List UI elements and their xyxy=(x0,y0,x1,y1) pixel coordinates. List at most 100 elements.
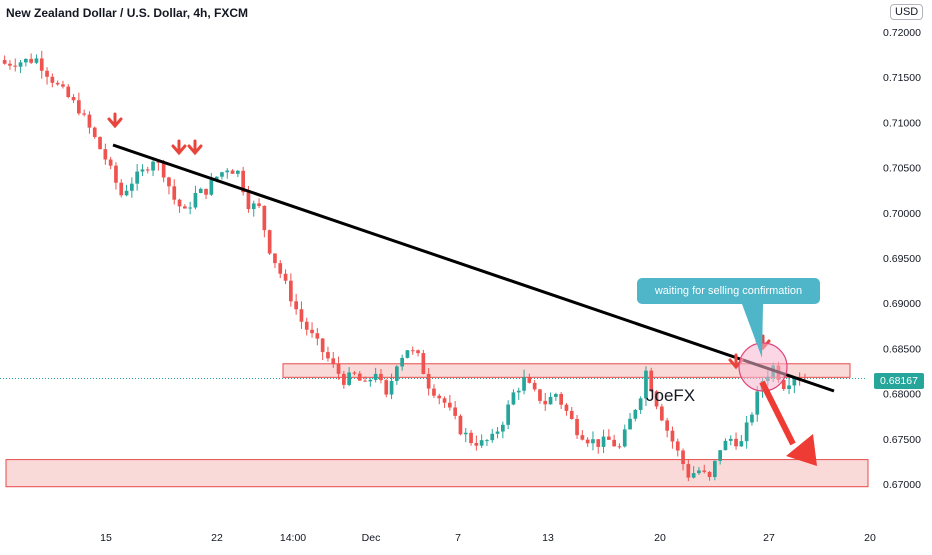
y-tick-label: 0.70000 xyxy=(883,208,921,220)
projection-arrow-shaft xyxy=(759,380,796,446)
y-tick-label: 0.68500 xyxy=(883,343,921,355)
candle-body xyxy=(442,398,447,403)
x-tick-label: 20 xyxy=(864,532,876,544)
candle-body xyxy=(320,338,325,353)
x-tick-label: 22 xyxy=(211,532,223,544)
candle-body xyxy=(723,440,728,451)
candle-body xyxy=(230,170,235,174)
candle-body xyxy=(400,357,404,367)
candle-body xyxy=(448,402,452,408)
x-tick-label: 13 xyxy=(542,532,554,544)
candle-body xyxy=(511,392,516,405)
down-arrow-marker xyxy=(107,112,123,129)
candle-body xyxy=(273,253,277,264)
candle-body xyxy=(326,352,330,359)
candle-body xyxy=(697,470,701,474)
candle-body xyxy=(198,188,203,193)
candle-body xyxy=(246,192,251,210)
candle-body xyxy=(501,424,505,432)
candle-body xyxy=(61,84,65,87)
x-tick-label: 15 xyxy=(100,532,112,544)
candle-body xyxy=(342,373,346,385)
x-tick-label: 20 xyxy=(654,532,666,544)
candle-body xyxy=(2,60,7,64)
candle-body xyxy=(45,70,49,77)
candle-body xyxy=(251,203,256,210)
candle-body xyxy=(548,396,553,405)
candle-body xyxy=(750,414,754,423)
candle-body xyxy=(612,439,616,447)
x-tick-label: 7 xyxy=(455,532,461,544)
candle-body xyxy=(538,389,542,401)
x-tick-label: 14:00 xyxy=(280,532,306,544)
candle-body xyxy=(71,97,76,101)
candle-body xyxy=(188,207,192,209)
candle-body xyxy=(193,192,198,208)
candle-body xyxy=(299,309,304,322)
candle-body xyxy=(554,394,558,397)
currency-badge[interactable]: USD xyxy=(890,4,924,20)
candle-body xyxy=(357,373,362,381)
candle-body xyxy=(495,431,500,434)
candle-body xyxy=(39,58,44,71)
candle-body xyxy=(607,436,611,440)
candle-body xyxy=(119,182,124,196)
confirmation-circle xyxy=(738,342,788,392)
candle-body xyxy=(437,395,442,399)
y-tick-label: 0.71500 xyxy=(883,72,921,84)
overlays-layer xyxy=(107,112,835,466)
candle-body xyxy=(103,149,108,160)
candle-body xyxy=(294,301,298,310)
candle-body xyxy=(432,388,436,396)
candle-body xyxy=(161,162,166,178)
candle-body xyxy=(236,170,240,174)
candle-body xyxy=(395,366,399,381)
candle-body xyxy=(591,439,595,444)
trendline xyxy=(112,143,835,393)
candle-body xyxy=(114,165,118,183)
candle-body xyxy=(183,206,187,209)
candle-body xyxy=(204,188,208,195)
zones-layer xyxy=(0,363,869,488)
candle-body xyxy=(596,439,601,447)
y-tick-label: 0.69000 xyxy=(883,298,921,310)
candle-body xyxy=(363,380,367,382)
candle-body xyxy=(628,418,632,430)
candle-body xyxy=(585,439,590,444)
candle-body xyxy=(559,394,563,405)
candle-body xyxy=(660,406,664,421)
candle-body xyxy=(172,186,177,200)
callout-text: waiting for selling confirmation xyxy=(654,285,803,297)
candle-body xyxy=(315,333,320,339)
candle-body xyxy=(241,170,245,193)
candle-body xyxy=(331,358,336,364)
y-axis: 0.72000 0.71500 0.71000 0.70500 0.70000 0.695… xyxy=(883,27,921,491)
candle-body xyxy=(50,76,55,83)
candle-body xyxy=(654,391,659,407)
current-price-tag: 0.68167 xyxy=(874,373,924,389)
candle-body xyxy=(691,473,696,478)
candle-body xyxy=(24,58,28,63)
candle-body xyxy=(156,161,161,163)
chart-title: New Zealand Dollar / U.S. Dollar, 4h, FX… xyxy=(6,6,249,20)
candle-body xyxy=(453,407,457,416)
candle-body xyxy=(82,113,86,115)
candle-body xyxy=(506,404,510,425)
candle-body xyxy=(681,450,685,465)
candle-body xyxy=(670,430,675,442)
candle-body xyxy=(124,190,129,196)
candle-body xyxy=(289,280,293,302)
candle-body xyxy=(665,420,669,431)
candle-body xyxy=(220,172,224,177)
candle-body xyxy=(108,159,113,166)
candle-body xyxy=(622,429,627,447)
callout-pointer xyxy=(742,304,763,358)
candle-body xyxy=(421,353,426,375)
x-axis: 15 22 14:00 Dec 7 13 20 27 20 xyxy=(100,532,876,544)
candle-body xyxy=(543,400,548,405)
candle-body xyxy=(734,438,738,447)
candles-layer xyxy=(2,50,807,482)
candle-body xyxy=(718,450,722,461)
candle-body xyxy=(336,363,341,374)
